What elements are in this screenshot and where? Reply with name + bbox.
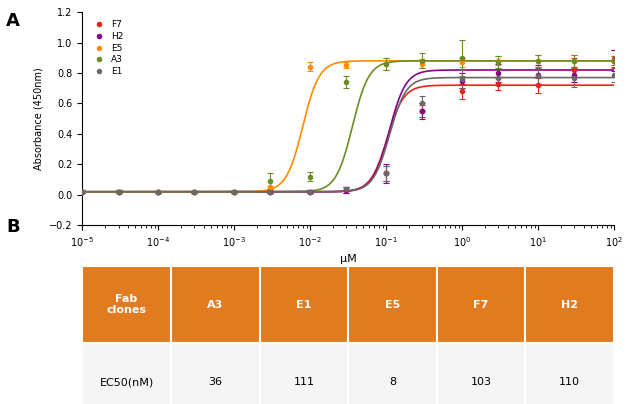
Legend: F7, H2, E5, A3, E1: F7, H2, E5, A3, E1 (87, 17, 127, 80)
Y-axis label: Absorbance (450nm): Absorbance (450nm) (34, 67, 44, 170)
Text: B: B (6, 218, 20, 236)
Text: A: A (6, 12, 20, 30)
X-axis label: μM: μM (340, 255, 356, 264)
